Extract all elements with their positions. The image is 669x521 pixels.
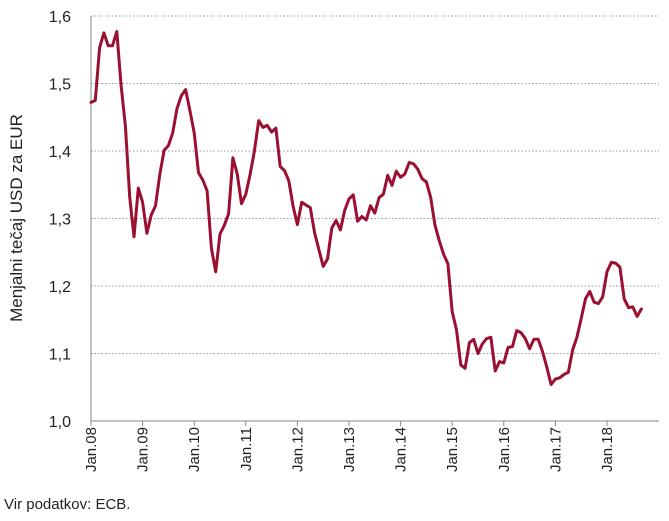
y-axis-label: Menjalni tečaj USD za EUR (7, 114, 26, 322)
y-tick-label: 1,0 (49, 414, 71, 431)
y-tick-label: 1,1 (49, 347, 71, 364)
y-tick-label: 1,4 (49, 144, 71, 161)
x-tick-label: Jan.18 (599, 427, 616, 472)
x-tick-label: Jan.17 (547, 427, 564, 472)
x-tick-label: Jan.13 (341, 427, 358, 472)
x-tick-label: Jan.10 (186, 427, 203, 472)
x-tick-label: Jan.14 (393, 427, 410, 472)
series-lines (89, 30, 643, 386)
y-tick-label: 1,2 (49, 279, 71, 296)
x-tick-label: Jan.08 (83, 427, 100, 472)
gridlines (91, 15, 659, 354)
x-tick-labels: Jan.08 Jan.09 Jan.10 Jan.11 Jan.12 Jan.13 Jan.… (83, 427, 616, 472)
y-tick-label: 1,3 (49, 212, 71, 229)
x-tick-label: Jan.12 (289, 427, 306, 472)
x-tick-label: Jan.09 (135, 427, 152, 472)
axes (90, 16, 659, 426)
x-tick-label: Jan.11 (238, 427, 255, 471)
series-line (89, 30, 643, 386)
source-note: Vir podatkov: ECB. (4, 496, 131, 513)
x-tick-label: Jan.16 (496, 427, 513, 472)
y-tick-label: 1,6 (49, 9, 71, 26)
y-tick-labels: 1,0 1,1 1,2 1,3 1,4 1,5 1,6 (49, 9, 71, 431)
y-tick-label: 1,5 (49, 77, 71, 94)
x-tick-label: Jan.15 (444, 427, 461, 472)
